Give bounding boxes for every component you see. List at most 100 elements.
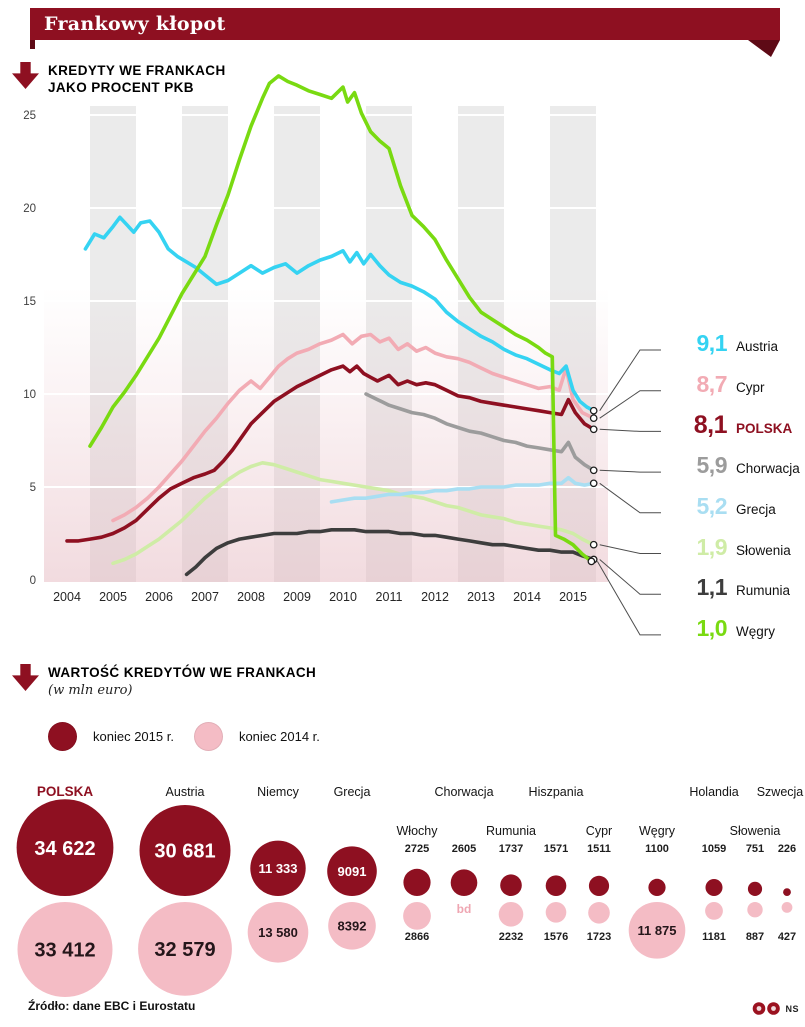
x-tick-label: 2004 <box>53 590 81 604</box>
bubble-2015-POLSKA <box>16 799 114 896</box>
series-line-Słowenia <box>111 460 596 566</box>
bubble-2014-Słowenia <box>747 902 763 918</box>
y-tick-label: 0 <box>30 575 36 587</box>
value-2015-Cypr: 1511 <box>587 843 611 855</box>
line-chart: 0 5 10 15 20 25 2004 2005 2006 2007 2008 2009 2010 20… <box>23 74 661 636</box>
bubble-2015-Chorwacja <box>450 869 478 896</box>
x-tick-label: 2006 <box>145 590 173 604</box>
legend-label-2015: koniec 2015 r. <box>93 729 174 744</box>
series-end-marker <box>587 557 596 566</box>
series-end-marker <box>589 414 598 423</box>
value-2015-Słowenia: 751 <box>746 843 764 855</box>
value-2015-Rumunia: 1737 <box>499 843 523 855</box>
label-connector <box>599 559 661 595</box>
legend-item-2014: koniec 2014 r. <box>193 722 320 751</box>
series-end-marker <box>589 466 598 475</box>
value-2014-Austria: 32 579 <box>154 939 215 961</box>
section2-title-block: WARTOŚĆ KREDYTÓW WE FRANKACH (w mln euro… <box>48 664 316 698</box>
bubble-2015-Szwecja <box>783 888 791 896</box>
label-connector <box>599 544 661 554</box>
value-2014-Węgry: 11 875 <box>637 923 676 938</box>
country-label-Austria: Austria <box>166 785 205 799</box>
series-end-marker <box>589 540 598 549</box>
value-2014-Niemcy: 13 580 <box>258 925 298 940</box>
bubble-2014-Niemcy <box>247 902 309 963</box>
series-end-marker <box>589 479 598 488</box>
x-tick-label: 2013 <box>467 590 495 604</box>
bubble-legend: koniec 2015 r. koniec 2014 r. <box>48 722 320 751</box>
country-label-Holandia: Holandia <box>689 785 738 799</box>
bubble-2015-Rumunia <box>500 874 522 896</box>
country-label-POLSKA: POLSKA <box>37 784 94 799</box>
logo-text: NS <box>785 1003 799 1014</box>
bubble-2015-Cypr <box>588 875 610 896</box>
x-tick-label: 2015 <box>559 590 587 604</box>
bubble-2014-POLSKA <box>17 902 113 997</box>
country-label-Cypr: Cypr <box>586 824 612 838</box>
section1-title-line2: JAKO PROCENT PKB <box>48 80 194 95</box>
country-label-Chorwacja: Chorwacja <box>434 785 493 799</box>
value-2015-POLSKA: 34 622 <box>34 838 95 860</box>
country-label-Rumunia: Rumunia <box>486 824 536 838</box>
series-line-Węgry <box>88 74 594 564</box>
y-tick-label: 15 <box>23 296 36 308</box>
banner-bar <box>30 8 780 40</box>
value-2014-Szwecja: 427 <box>778 931 796 943</box>
country-label-Węgry: Węgry <box>639 824 676 838</box>
x-tick-label: 2010 <box>329 590 357 604</box>
legend-label-2014: koniec 2014 r. <box>238 729 320 744</box>
page-title: Frankowy kłopot <box>44 13 226 35</box>
x-tick-label: 2012 <box>421 590 449 604</box>
source-note: Źródło: dane EBC i Eurostatu <box>28 999 196 1013</box>
banner-fold-icon <box>748 40 780 57</box>
value-2014-missing-Chorwacja: bd <box>457 902 472 916</box>
label-connector <box>596 561 661 636</box>
down-arrow-icon <box>12 62 39 89</box>
x-tick-label: 2014 <box>513 590 541 604</box>
y-tick-label: 10 <box>23 389 36 401</box>
bubble-2014-Austria <box>138 902 232 996</box>
value-2014-Włochy: 2866 <box>405 931 429 943</box>
series-line-Austria <box>83 215 596 413</box>
bubble-2015-Słowenia <box>747 881 763 896</box>
value-2014-Cypr: 1723 <box>587 931 611 943</box>
section1-header: KREDYTY WE FRANKACH JAKO PROCENT PKB <box>12 62 226 96</box>
value-2015-Grecja: 9091 <box>338 864 367 879</box>
label-connector <box>599 349 661 411</box>
label-connector <box>599 428 661 432</box>
bubble-2014-Holandia <box>705 902 723 920</box>
bubble-2015-Włochy <box>403 868 431 896</box>
series-end-marker <box>589 425 598 434</box>
bubble-2014-Cypr <box>588 902 610 924</box>
bubble-2015-Grecja <box>327 846 377 896</box>
x-tick-label: 2008 <box>237 590 265 604</box>
bubble-2014-Włochy <box>403 902 431 930</box>
value-2014-Grecja: 8392 <box>338 919 367 934</box>
section2-subtitle: (w mln euro) <box>48 683 133 698</box>
legend-item-2015: koniec 2015 r. <box>48 722 174 751</box>
bubble-2015-Austria <box>139 805 231 896</box>
label-connector <box>599 482 661 514</box>
value-2014-Holandia: 1181 <box>702 931 726 943</box>
banner-ribbon <box>30 8 780 57</box>
series-line-Grecja <box>329 475 596 504</box>
bubble-2015-Holandia <box>705 879 723 896</box>
value-2015-Węgry: 1100 <box>645 843 669 855</box>
value-2015-Szwecja: 226 <box>778 843 796 855</box>
value-2015-Hiszpania: 1571 <box>544 843 568 855</box>
bubble-2014-Szwecja <box>781 902 793 913</box>
series-end-marker <box>589 406 598 415</box>
series-line-Cypr <box>111 332 596 523</box>
y-tick-label: 5 <box>30 482 36 494</box>
x-tick-label: 2007 <box>191 590 219 604</box>
bubble-2014-Rumunia <box>498 902 524 927</box>
value-2014-Słowenia: 887 <box>746 931 764 943</box>
label-connector <box>599 390 661 419</box>
section1-title-block: KREDYTY WE FRANKACH JAKO PROCENT PKB <box>48 62 226 96</box>
value-2015-Niemcy: 11 333 <box>258 861 297 876</box>
legend-swatch-2014-icon <box>193 722 223 751</box>
chart-plot-background <box>44 106 608 582</box>
country-label-Włochy: Włochy <box>397 824 439 838</box>
banner-left-fold-icon <box>30 40 35 49</box>
